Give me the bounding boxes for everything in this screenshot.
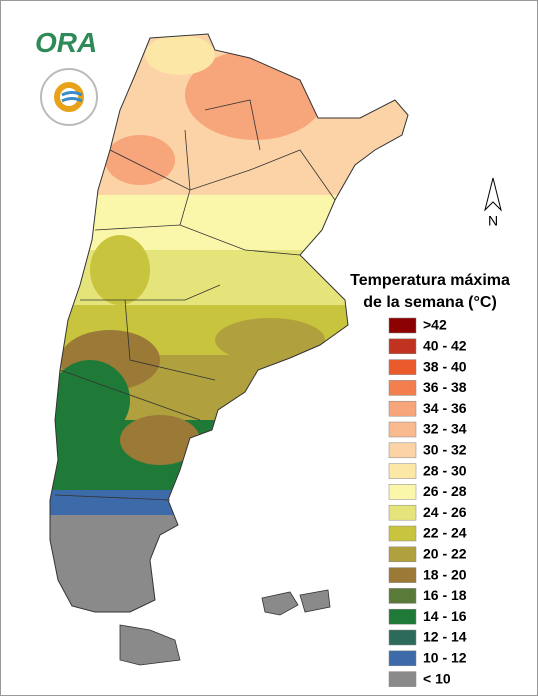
legend-label: 32 - 34 (423, 421, 467, 437)
legend-swatch (388, 588, 417, 604)
legend-swatch (388, 317, 417, 334)
legend-swatch (388, 671, 417, 687)
legend-label: 20 - 22 (423, 546, 467, 562)
legend-label: 18 - 20 (423, 566, 467, 582)
legend-label: 16 - 18 (423, 587, 467, 603)
legend-swatch (388, 338, 417, 355)
legend-label: 26 - 28 (423, 483, 467, 499)
malvinas (261, 589, 331, 616)
legend-title: de la semana (°C) (363, 294, 497, 311)
legend-swatch (388, 400, 417, 417)
legend-swatch (388, 608, 417, 625)
tierra-del-fuego (119, 624, 181, 666)
legend-label: 34 - 36 (423, 400, 467, 416)
north-arrow-shape (484, 177, 502, 212)
legend-swatch (388, 504, 417, 521)
legend-label: 14 - 16 (423, 608, 467, 624)
legend-swatch (388, 546, 417, 563)
legend-label: 30 - 32 (423, 442, 467, 458)
legend-swatch (388, 629, 417, 646)
legend-swatch (388, 567, 417, 583)
emblem-sun (54, 82, 84, 112)
legend-label: 38 - 40 (423, 358, 467, 374)
emblem (40, 68, 98, 126)
legend-swatch (388, 484, 417, 500)
logo: ORA (35, 27, 98, 126)
emblem-waves (61, 91, 83, 103)
legend-swatch (388, 650, 417, 667)
legend-label: 40 - 42 (423, 338, 467, 354)
province-borders (54, 99, 336, 501)
legend-swatch (388, 525, 417, 542)
north-label: N (488, 213, 498, 229)
legend-label: 28 - 30 (423, 462, 467, 478)
legend-label: 22 - 24 (423, 525, 467, 541)
legend-swatch (388, 442, 417, 459)
legend-label: < 10 (423, 670, 451, 686)
legend-swatch (388, 380, 417, 396)
legend-label: >42 (423, 317, 447, 333)
legend-label: 12 - 14 (423, 629, 467, 645)
legend: Temperatura máxima de la semana (°C) >42 40… (350, 272, 510, 687)
logo-text: ORA (35, 27, 97, 58)
country-outline (49, 33, 409, 613)
legend-label: 36 - 38 (423, 379, 467, 395)
legend-title: Temperatura máxima (350, 272, 510, 289)
north-arrow: N (484, 177, 502, 229)
legend-swatch (388, 463, 417, 479)
legend-label: 24 - 26 (423, 504, 467, 520)
legend-swatch (388, 359, 417, 375)
legend-label: 10 - 12 (423, 650, 467, 666)
legend-swatch (388, 421, 417, 438)
